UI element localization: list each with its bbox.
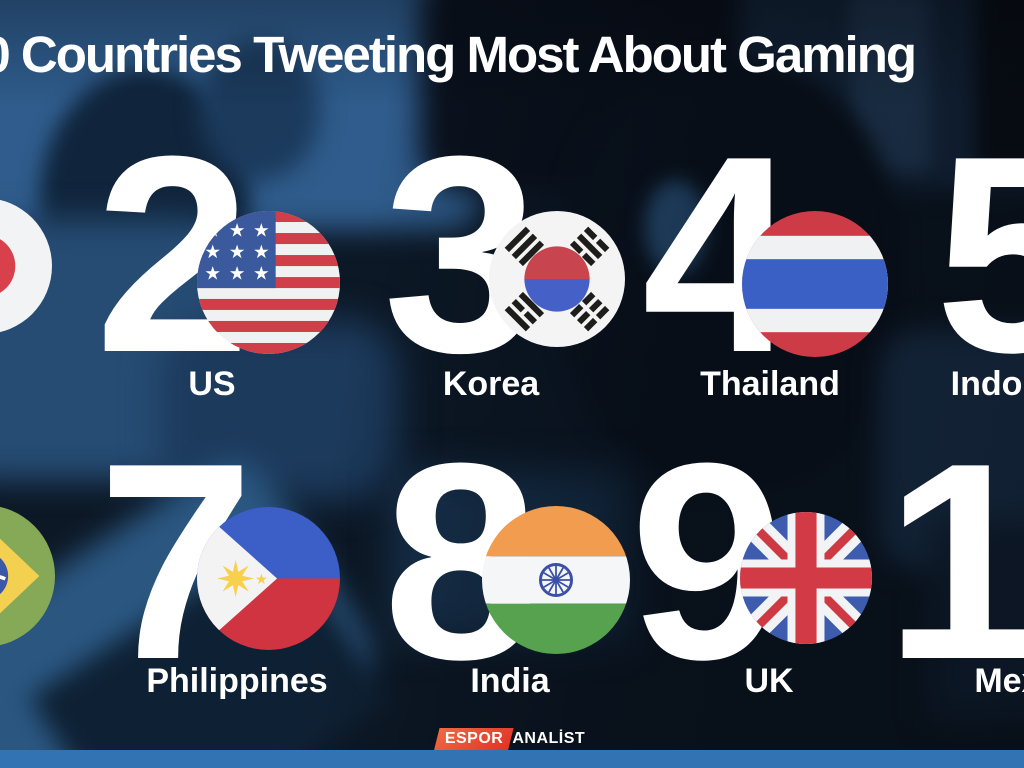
- thailand-flag-icon: [742, 211, 888, 357]
- svg-text:★: ★: [229, 264, 246, 285]
- logo-badge: ESPOR: [437, 728, 511, 750]
- svg-text:★: ★: [204, 264, 221, 285]
- philippines-flag-icon: ★★★: [197, 507, 340, 650]
- svg-text:★: ★: [229, 242, 246, 263]
- us-flag-icon: ★★★ ★★★ ★★★: [197, 211, 340, 354]
- footer-bar: [0, 750, 1024, 768]
- svg-text:★: ★: [253, 264, 270, 285]
- svg-text:★: ★: [253, 242, 270, 263]
- country-label: Japan: [0, 367, 70, 401]
- country-label: US: [188, 365, 236, 403]
- page-title: 10 Countries Tweeting Most About Gaming: [0, 26, 917, 83]
- rank-number: 10: [885, 406, 1024, 718]
- esporanalist-logo: ESPOR ANALİST: [437, 728, 587, 750]
- svg-text:★: ★: [204, 242, 221, 263]
- country-label: Korea: [442, 365, 540, 403]
- country-label: Philippines: [146, 662, 328, 700]
- country-label: Brazil: [0, 664, 70, 698]
- country-label: UK: [744, 662, 794, 700]
- uk-flag-icon: [740, 512, 872, 644]
- country-label: Indonesia: [950, 365, 1024, 403]
- svg-text:★: ★: [253, 221, 270, 242]
- logo-text: ANALİST: [512, 730, 586, 747]
- svg-text:★: ★: [229, 221, 246, 242]
- country-label: Mexico: [974, 662, 1024, 700]
- rank-number: 5: [935, 99, 1024, 411]
- svg-text:★: ★: [255, 572, 268, 588]
- india-flag-icon: [482, 506, 630, 654]
- country-label: Thailand: [700, 365, 840, 403]
- south-korea-flag-icon: [489, 211, 625, 347]
- country-label: India: [470, 662, 550, 700]
